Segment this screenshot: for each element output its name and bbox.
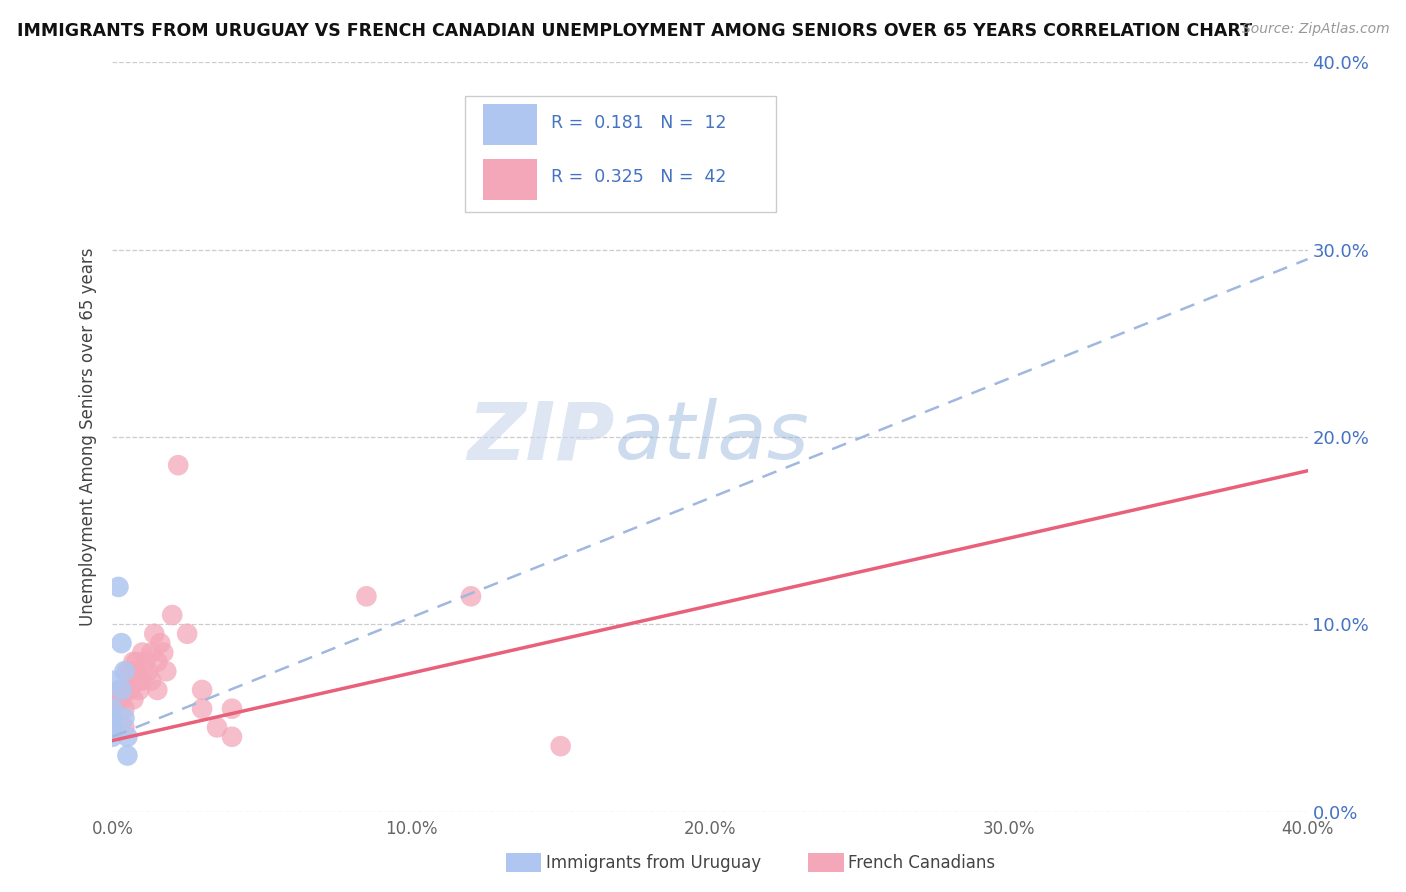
Point: [101, 673, 124, 688]
Point: [128, 683, 150, 698]
Point: [114, 683, 135, 698]
Point: [356, 590, 378, 604]
Text: French Canadians: French Canadians: [848, 854, 995, 871]
Point: [141, 673, 163, 688]
Point: [101, 701, 124, 715]
Point: [205, 721, 228, 735]
Point: [107, 692, 129, 706]
Point: [146, 683, 169, 698]
Point: [101, 711, 124, 725]
Point: [460, 590, 482, 604]
Point: [138, 664, 160, 679]
Point: [114, 721, 135, 735]
Point: [143, 626, 166, 640]
Point: [114, 664, 135, 679]
Point: [110, 636, 132, 650]
Point: [221, 730, 243, 744]
Point: [550, 739, 572, 753]
Point: [152, 646, 174, 660]
Text: IMMIGRANTS FROM URUGUAY VS FRENCH CANADIAN UNEMPLOYMENT AMONG SENIORS OVER 65 YE: IMMIGRANTS FROM URUGUAY VS FRENCH CANADI…: [17, 22, 1251, 40]
Point: [128, 673, 150, 688]
Point: [117, 683, 139, 698]
Point: [101, 721, 124, 735]
Text: Immigrants from Uruguay: Immigrants from Uruguay: [546, 854, 761, 871]
Point: [141, 646, 163, 660]
Point: [162, 608, 183, 623]
Y-axis label: Unemployment Among Seniors over 65 years: Unemployment Among Seniors over 65 years: [79, 248, 97, 626]
Point: [110, 683, 132, 698]
FancyBboxPatch shape: [465, 96, 776, 212]
Text: ZIP: ZIP: [467, 398, 614, 476]
Point: [155, 664, 177, 679]
Point: [110, 692, 132, 706]
Point: [101, 701, 124, 715]
Point: [125, 664, 148, 679]
Point: [122, 655, 145, 669]
Point: [167, 458, 190, 473]
Point: [149, 636, 172, 650]
FancyBboxPatch shape: [484, 159, 537, 200]
Point: [101, 730, 124, 744]
Point: [125, 655, 148, 669]
Point: [221, 701, 243, 715]
Point: [191, 683, 214, 698]
Text: Source: ZipAtlas.com: Source: ZipAtlas.com: [1241, 22, 1389, 37]
Point: [114, 701, 135, 715]
Text: atlas: atlas: [614, 398, 810, 476]
Point: [117, 748, 139, 763]
Text: R =  0.325   N =  42: R = 0.325 N = 42: [551, 169, 727, 186]
Point: [131, 646, 153, 660]
Point: [120, 664, 142, 679]
Point: [191, 701, 214, 715]
Point: [101, 711, 124, 725]
Point: [114, 711, 135, 725]
FancyBboxPatch shape: [484, 104, 537, 145]
Point: [117, 730, 139, 744]
Point: [131, 673, 153, 688]
Point: [107, 683, 129, 698]
Point: [120, 683, 142, 698]
Text: R =  0.181   N =  12: R = 0.181 N = 12: [551, 113, 727, 132]
Point: [146, 655, 169, 669]
Point: [107, 580, 129, 594]
Point: [176, 626, 198, 640]
Point: [134, 655, 156, 669]
Point: [122, 692, 145, 706]
Point: [110, 683, 132, 698]
Point: [117, 664, 139, 679]
